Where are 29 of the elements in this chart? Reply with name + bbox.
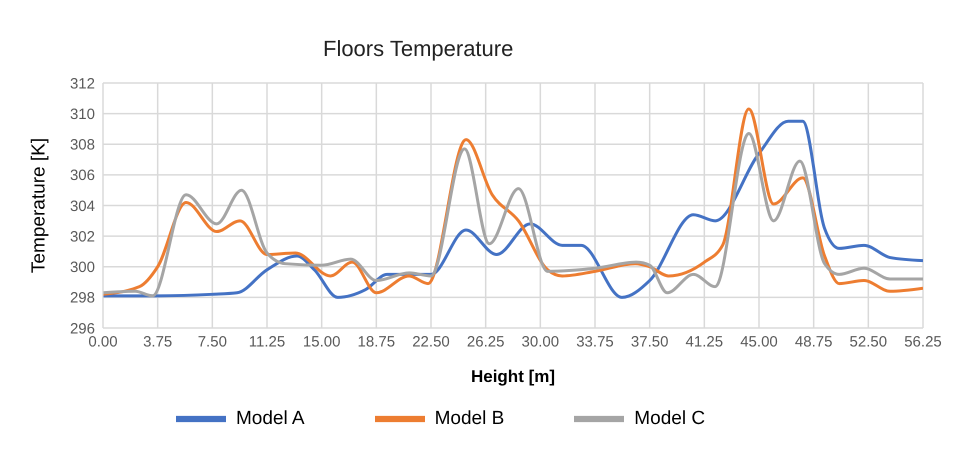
x-tick-label: 15.00 xyxy=(302,334,340,351)
legend-label: Model B xyxy=(434,408,504,430)
y-tick-label: 298 xyxy=(70,290,95,307)
chart-title: Floors Temperature xyxy=(323,36,514,62)
x-tick-label: 33.75 xyxy=(576,334,614,351)
x-tick-label: 30.00 xyxy=(522,334,560,351)
x-tick-label: 45.00 xyxy=(740,334,778,351)
y-axis-title: Temperature [K] xyxy=(28,138,50,274)
y-tick-label: 308 xyxy=(70,136,95,154)
x-tick-label: 18.75 xyxy=(358,334,396,351)
y-tick-label: 312 xyxy=(70,75,95,92)
x-tick-label: 11.25 xyxy=(248,334,286,351)
y-tick-label: 310 xyxy=(70,106,95,123)
x-tick-label: 37.50 xyxy=(630,334,668,351)
x-tick-label: 7.50 xyxy=(198,334,227,351)
y-tick-label: 304 xyxy=(70,198,95,215)
x-tick-label: 3.75 xyxy=(143,334,172,351)
x-tick-label: 48.75 xyxy=(794,334,832,351)
legend-label: Model C xyxy=(634,408,706,430)
x-tick-label: 41.25 xyxy=(686,334,724,351)
x-axis-title: Height [m] xyxy=(470,367,556,386)
y-tick-label: 300 xyxy=(70,259,95,276)
x-tick-label: 52.50 xyxy=(850,334,888,351)
y-tick-label: 302 xyxy=(70,228,95,246)
x-tick-label: 56.25 xyxy=(904,334,942,351)
x-tick-label: 26.25 xyxy=(466,334,504,351)
y-tick-label: 306 xyxy=(70,167,95,184)
x-tick-label: 22.50 xyxy=(412,334,450,351)
legend-label: Model A xyxy=(236,408,305,430)
